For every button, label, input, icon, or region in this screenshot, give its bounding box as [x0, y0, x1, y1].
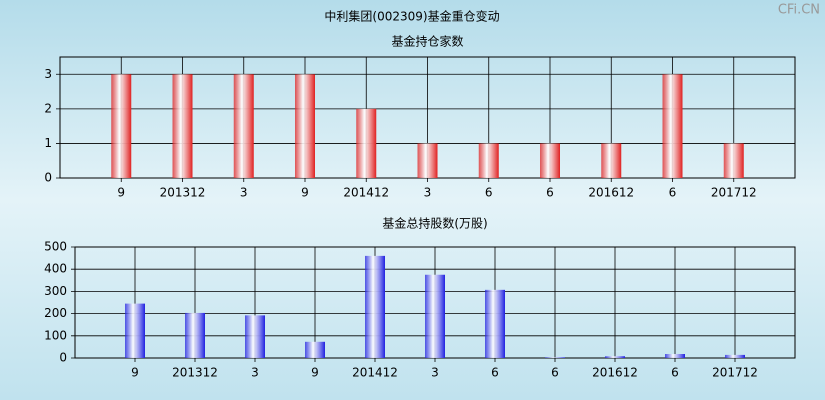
bar: [478, 143, 499, 178]
x-tick-label: 9: [311, 366, 319, 380]
x-tick-label: 3: [424, 186, 432, 200]
bar: [305, 341, 325, 358]
x-tick-label: 201712: [711, 186, 757, 200]
y-tick-label: 300: [44, 284, 67, 298]
bar: [245, 315, 265, 358]
x-tick-label: 201712: [712, 366, 758, 380]
x-tick-label: 201612: [588, 186, 634, 200]
y-tick-label: 3: [44, 67, 52, 81]
x-tick-label: 9: [117, 186, 125, 200]
bar: [233, 74, 254, 178]
x-tick-label: 201312: [172, 366, 218, 380]
bar: [417, 143, 438, 178]
bar: [185, 312, 205, 358]
y-tick-label: 1: [44, 136, 52, 150]
bar: [485, 289, 505, 358]
bar: [356, 108, 377, 178]
chart-title: 基金总持股数(万股): [382, 216, 487, 231]
bar: [662, 74, 683, 178]
x-tick-label: 201612: [592, 366, 638, 380]
y-tick-label: 0: [59, 351, 67, 365]
bar: [545, 357, 565, 358]
bar: [665, 354, 685, 358]
bar: [605, 356, 625, 358]
x-tick-label: 3: [251, 366, 259, 380]
x-tick-label: 6: [546, 186, 554, 200]
bar: [725, 354, 745, 358]
bar: [125, 303, 145, 358]
x-tick-label: 6: [485, 186, 493, 200]
x-tick-label: 9: [301, 186, 309, 200]
chart-title: 基金持仓家数: [391, 34, 463, 49]
y-tick-label: 0: [44, 171, 52, 185]
x-tick-label: 6: [669, 186, 677, 200]
x-tick-label: 6: [671, 366, 679, 380]
bar: [172, 74, 193, 178]
x-tick-label: 201412: [343, 186, 389, 200]
y-tick-label: 2: [44, 101, 52, 115]
bar: [425, 274, 445, 358]
bar: [601, 143, 622, 178]
bar: [365, 255, 385, 358]
page-title: 中利集团(002309)基金重仓变动: [324, 9, 499, 24]
x-tick-label: 6: [551, 366, 559, 380]
x-tick-label: 6: [491, 366, 499, 380]
y-tick-label: 500: [44, 240, 67, 254]
y-tick-label: 200: [44, 306, 67, 320]
x-tick-label: 201312: [160, 186, 206, 200]
bar: [723, 143, 744, 178]
bar: [111, 74, 132, 178]
watermark: CFi.CN: [778, 3, 820, 18]
x-tick-label: 3: [431, 366, 439, 380]
x-tick-label: 9: [131, 366, 139, 380]
y-tick-label: 100: [44, 328, 67, 342]
x-tick-label: 201412: [352, 366, 398, 380]
bar: [295, 74, 315, 178]
y-tick-label: 400: [44, 262, 67, 276]
x-tick-label: 3: [240, 186, 248, 200]
bar: [540, 143, 560, 178]
